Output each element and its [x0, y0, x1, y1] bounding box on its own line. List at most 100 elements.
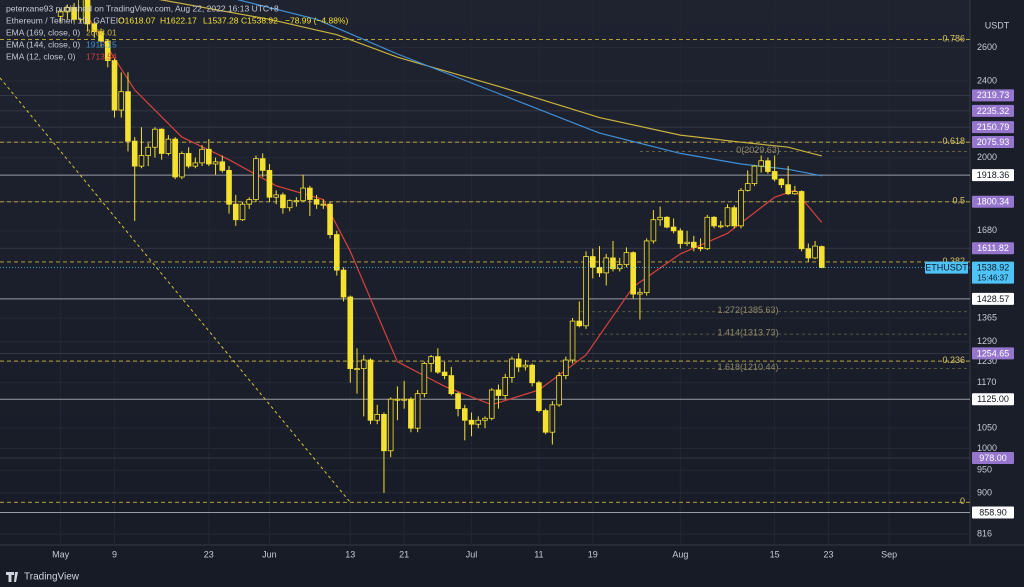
candle-body	[792, 191, 798, 195]
ohlc-value: L1537.28	[203, 15, 239, 25]
candle-body	[744, 183, 751, 191]
level-label: 2319.73	[977, 90, 1010, 100]
candle-body	[785, 184, 791, 195]
candle-body	[286, 200, 293, 209]
candle-body	[596, 266, 603, 274]
candle-body	[381, 414, 387, 452]
countdown: 15:46:37	[977, 273, 1009, 282]
candle-body	[192, 162, 199, 167]
x-tick-label: 9	[112, 549, 117, 559]
candle-body	[131, 140, 138, 167]
candle-body	[111, 60, 118, 111]
candle-body	[691, 241, 697, 248]
candle-body	[421, 363, 428, 395]
level-label: 1428.57	[977, 294, 1010, 304]
plot-area	[0, 0, 970, 545]
level-tag	[972, 104, 1014, 117]
candle-body	[670, 226, 677, 232]
candle-body	[684, 241, 690, 244]
y-tick-label: 1050	[977, 423, 997, 433]
candle-body	[360, 359, 367, 370]
candle-body	[771, 171, 778, 180]
legend-entry: EMA (12, close, 0)	[6, 51, 76, 61]
candle-body	[448, 375, 455, 395]
level-label: 1918.36	[977, 170, 1010, 180]
candle-body	[84, 0, 91, 25]
x-tick-label: Jul	[466, 549, 478, 559]
candle-body	[408, 398, 414, 429]
currency: USDT	[985, 20, 1010, 30]
candle-body	[704, 216, 711, 250]
candle-body	[589, 256, 596, 268]
candle-body	[374, 414, 381, 421]
price-tag	[972, 261, 1014, 284]
candle-body	[259, 158, 266, 171]
candle-body	[219, 161, 226, 171]
candle-body	[239, 203, 246, 221]
candle-body	[482, 417, 488, 421]
ema-line	[158, 0, 822, 157]
candle-body	[677, 230, 684, 244]
fib-ext-label: 1.618(1210.44)	[717, 362, 778, 372]
candle-body	[118, 91, 125, 111]
candle-body	[495, 389, 502, 396]
candle-body	[414, 393, 421, 429]
y-tick-label: 950	[977, 465, 992, 475]
candle-body	[603, 257, 610, 274]
y-tick-label: 2400	[977, 75, 997, 85]
x-tick-label: 15	[770, 549, 780, 559]
ema-line	[236, 0, 822, 177]
candle-body	[246, 199, 253, 205]
candle-body	[280, 194, 286, 209]
candle-body	[313, 199, 320, 205]
candle-body	[212, 161, 219, 165]
candle-body	[172, 138, 178, 178]
candle-body	[165, 138, 172, 154]
candle-body	[630, 252, 636, 295]
candle-body	[556, 375, 562, 406]
publisher: peterxane93 published on TradingView.com…	[6, 3, 279, 13]
candle-body	[461, 408, 468, 421]
candle-body	[387, 398, 394, 452]
level-tag	[972, 347, 1014, 360]
y-tick-label: 816	[977, 528, 992, 538]
candle-body	[576, 320, 583, 327]
candle-body	[798, 191, 805, 250]
level-tag	[972, 195, 1014, 208]
y-tick-label: 1680	[977, 225, 997, 235]
footer-logo	[6, 572, 18, 582]
y-tick-label: 1365	[977, 312, 997, 322]
candle-body	[610, 257, 616, 270]
y-tick-label: 1170	[977, 377, 996, 387]
candle-body	[812, 245, 818, 259]
candle-body	[643, 240, 650, 294]
level-label: 978.00	[979, 453, 1007, 463]
candle-body	[805, 248, 812, 259]
candle-body	[253, 158, 259, 200]
candle-body	[78, 0, 84, 20]
candle-body	[104, 40, 111, 61]
fib-ext-label: 0(2029.63)	[736, 145, 780, 155]
candle-body	[515, 358, 522, 368]
candle-body	[340, 269, 347, 298]
level-label: 2150.79	[977, 122, 1010, 132]
y-tick-label: 1000	[977, 443, 997, 453]
legend-value: 2008.01	[86, 27, 117, 37]
candle-body	[125, 91, 131, 142]
level-label: 1125.00	[977, 394, 1009, 404]
candle-body	[542, 410, 549, 433]
candle-body	[616, 264, 623, 270]
candle-body	[529, 364, 535, 384]
level-label: 2235.32	[977, 106, 1010, 116]
candle-body	[778, 178, 785, 186]
y-tick-label: 2000	[977, 152, 997, 162]
candle-body	[401, 398, 407, 401]
level-label: 1254.65	[977, 348, 1010, 358]
x-tick-label: 23	[824, 549, 834, 559]
level-tag	[972, 292, 1014, 305]
candle-body	[300, 187, 306, 202]
x-tick-label: May	[52, 549, 70, 559]
candle-body	[138, 155, 145, 167]
